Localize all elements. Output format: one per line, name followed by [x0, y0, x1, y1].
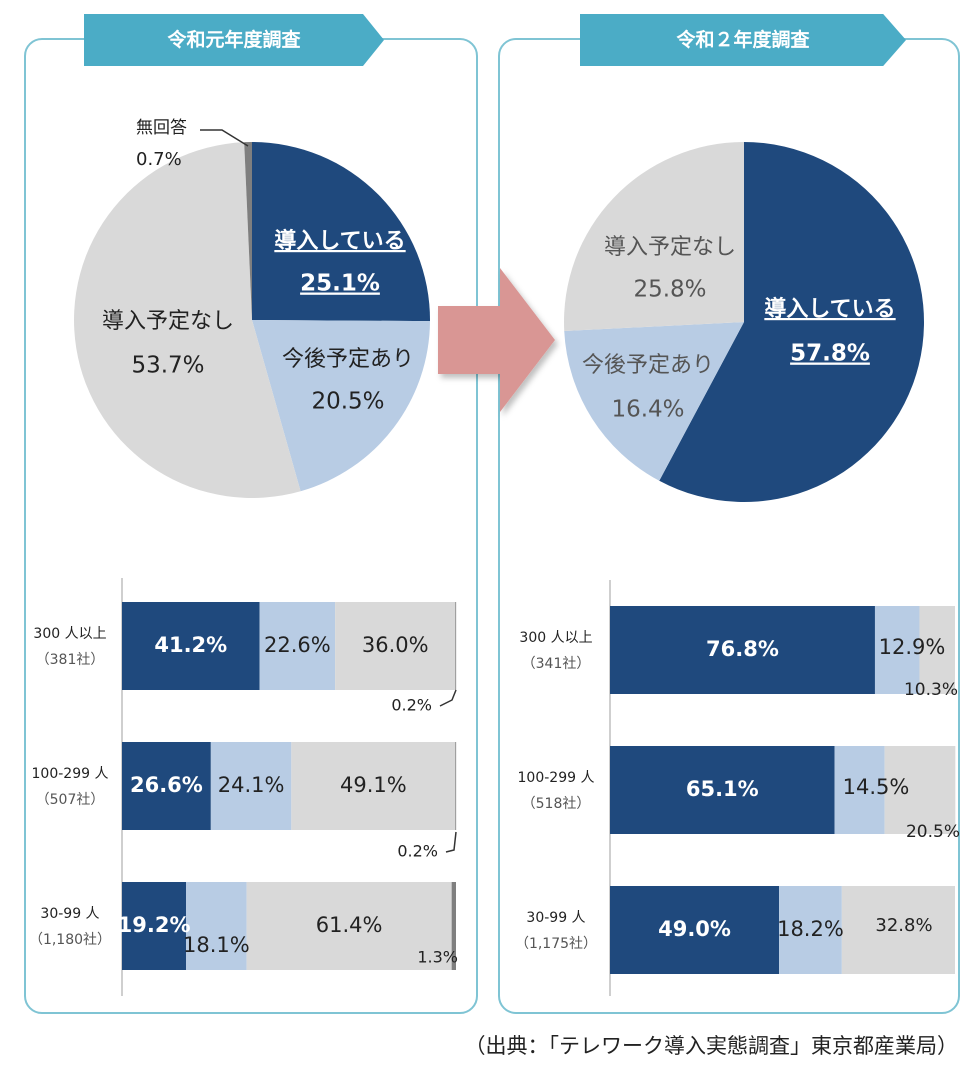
bar-segment — [122, 602, 260, 690]
bar-value-label: 24.1% — [218, 773, 285, 797]
category-label: 30-99 人 — [526, 910, 585, 926]
category-count: （1,180社） — [29, 932, 111, 948]
leader-line — [439, 689, 457, 707]
pie-slice — [74, 142, 301, 498]
slice-label: 導入している — [274, 228, 405, 254]
bar-segment — [610, 606, 875, 694]
category-label: 30-99 人 — [40, 906, 99, 922]
bar-value-label: 10.3% — [904, 680, 958, 700]
transition-arrow-icon — [438, 268, 555, 412]
bar-segment — [874, 606, 920, 694]
slice-value: 25.1% — [300, 271, 380, 297]
bar-value-label: 19.2% — [118, 913, 191, 937]
pie-slice — [564, 142, 744, 332]
bar-chart-reiwa1: 300 人以上 （381社） 41.2% 22.6% 36.0% 0.2% 100-299 … — [29, 578, 458, 996]
slice-label: 導入予定なし — [604, 235, 736, 260]
slice-label: 導入予定なし — [102, 309, 234, 334]
bar-value-label: 18.1% — [183, 933, 250, 957]
category-label: 300 人以上 — [33, 626, 106, 642]
bar-segment — [455, 602, 457, 690]
bar-value-label: 22.6% — [264, 633, 331, 657]
bar-segment — [259, 602, 336, 690]
slice-value: 0.7% — [136, 149, 182, 170]
category-count: （1,175社） — [515, 936, 597, 952]
bar-value-label: 0.2% — [391, 696, 432, 715]
pie-slice — [244, 142, 252, 320]
category-label: 100-299 人 — [32, 766, 109, 782]
category-count: （507社） — [36, 792, 105, 808]
survey-title-reiwa2: 令和２年度調査 — [580, 14, 906, 66]
bar-value-label: 65.1% — [686, 777, 759, 801]
bar-segment — [610, 746, 835, 834]
bar-segment — [610, 886, 780, 974]
bar-segment — [246, 882, 452, 970]
bar-value-label: 26.6% — [130, 773, 203, 797]
slice-value: 20.5% — [311, 389, 384, 415]
category-count: （381社） — [36, 652, 105, 668]
bar-segment — [122, 882, 187, 970]
pie-slice — [252, 142, 431, 322]
category-count: （518社） — [522, 796, 591, 812]
bar-value-label: 76.8% — [706, 637, 779, 661]
bar-value-label: 32.8% — [875, 915, 932, 936]
leader-line — [200, 129, 249, 147]
slice-label: 無回答 — [136, 118, 187, 138]
category-label: 300 人以上 — [519, 630, 592, 646]
slice-label: 導入している — [764, 296, 895, 322]
bar-segment — [122, 742, 211, 830]
bar-segment — [841, 886, 955, 974]
slice-value: 53.7% — [131, 353, 204, 379]
bar-value-label: 20.5% — [906, 822, 960, 842]
pie-slice — [564, 322, 744, 481]
bar-value-label: 49.0% — [658, 917, 731, 941]
category-count: （341社） — [522, 656, 591, 672]
bar-segment — [451, 882, 456, 970]
bar-segment — [291, 742, 456, 830]
bar-value-label: 1.3% — [417, 948, 458, 967]
bar-value-label: 12.9% — [879, 635, 946, 659]
survey-title-reiwa1: 令和元年度調査 — [84, 14, 384, 66]
slice-value: 57.8% — [790, 341, 870, 367]
bar-segment — [834, 746, 885, 834]
bar-value-label: 61.4% — [316, 913, 383, 937]
bar-segment — [210, 742, 292, 830]
bar-segment — [186, 882, 247, 970]
pie-slice — [659, 142, 925, 502]
slice-value: 16.4% — [611, 397, 684, 423]
bar-value-label: 18.2% — [777, 917, 844, 941]
bar-segment — [884, 746, 956, 834]
bar-chart-reiwa2: 300 人以上 （341社） 76.8% 12.9% 10.3% 100-299 人 （51… — [515, 580, 960, 996]
bar-segment — [779, 886, 842, 974]
pie-chart-reiwa2: 導入している 57.8% 今後予定あり 16.4% 導入予定なし 25.8% — [564, 142, 925, 502]
slice-label: 今後予定あり — [282, 347, 414, 372]
leader-line — [445, 831, 457, 853]
source-note: （出典：「テレワーク導入実態調査」東京都産業局） — [464, 1034, 959, 1058]
slice-value: 25.8% — [633, 277, 706, 303]
bar-value-label: 41.2% — [154, 633, 227, 657]
bar-segment — [335, 602, 456, 690]
bar-segment — [919, 606, 956, 694]
bar-value-label: 49.1% — [340, 773, 407, 797]
slice-label: 今後予定あり — [582, 353, 714, 378]
category-label: 100-299 人 — [518, 770, 595, 786]
pie-chart-reiwa1: 導入している 25.1% 今後予定あり 20.5% 導入予定なし 53.7% 無回答 0.7% — [74, 118, 431, 498]
bar-value-label: 14.5% — [843, 775, 910, 799]
bar-segment — [455, 742, 457, 830]
bar-value-label: 36.0% — [362, 633, 429, 657]
pie-slice — [252, 320, 430, 492]
bar-value-label: 0.2% — [397, 842, 438, 861]
